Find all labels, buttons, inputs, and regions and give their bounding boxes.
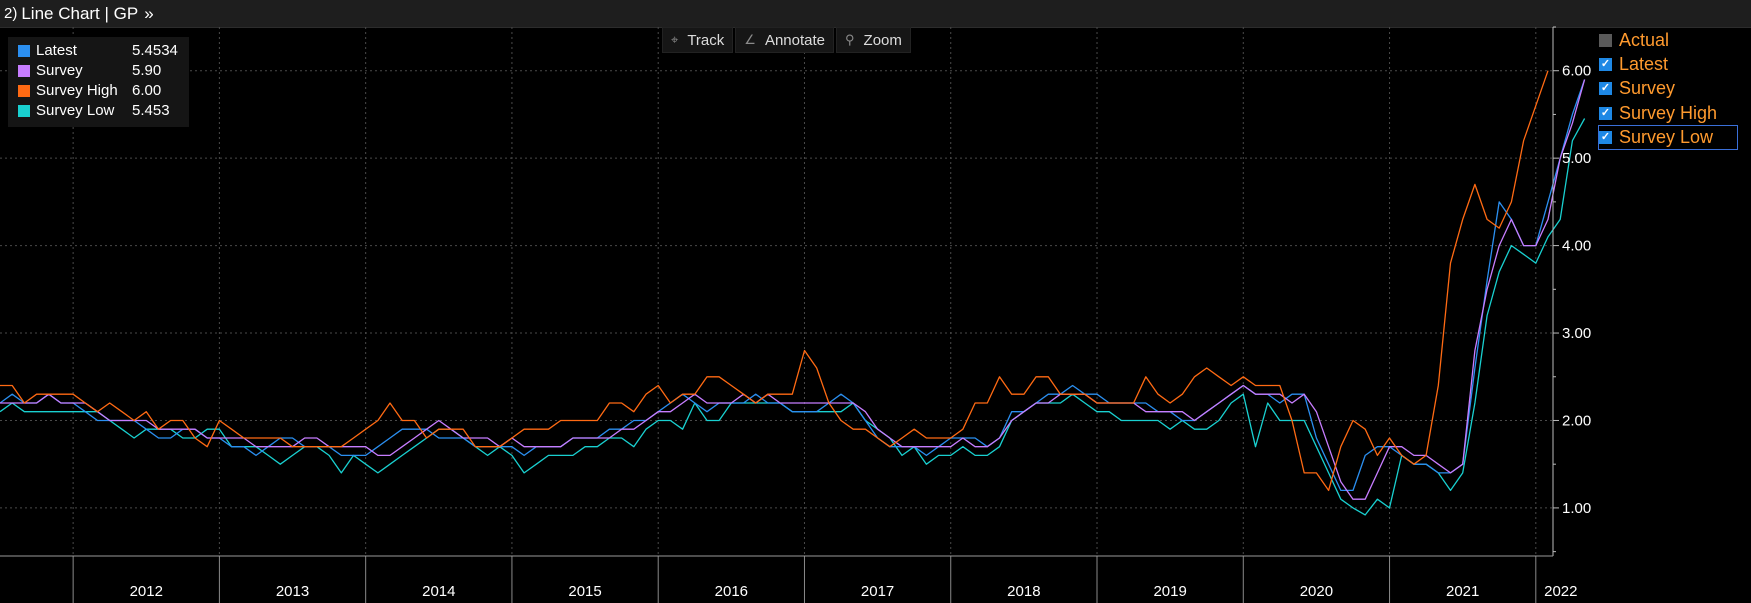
track-label: Track xyxy=(687,31,725,49)
legend-name: Survey High xyxy=(36,82,118,99)
toggle-actual[interactable]: Actual xyxy=(1599,29,1737,52)
legend-value: 5.90 xyxy=(132,62,162,79)
checkbox-icon[interactable]: ✓ xyxy=(1599,107,1612,120)
toggle-label: Survey Low xyxy=(1619,127,1714,147)
legend-name: Latest xyxy=(36,42,77,59)
series-line-survey-low xyxy=(0,118,1586,516)
annotate-button[interactable]: ∠ Annotate xyxy=(735,27,834,53)
chart-grid xyxy=(0,27,1553,556)
survey-swatch xyxy=(18,65,30,77)
legend-name: Survey xyxy=(36,62,83,79)
toggle-survey-high[interactable]: ✓ Survey High xyxy=(1599,102,1737,125)
series-line-survey xyxy=(0,79,1586,500)
legend-name: Survey Low xyxy=(36,102,115,119)
toggle-label: Survey xyxy=(1619,78,1676,98)
checkbox-icon[interactable]: ✓ xyxy=(1599,82,1612,95)
expand-arrow-icon[interactable]: » xyxy=(144,3,154,23)
value-legend: Latest 5.4534 Survey 5.90 Survey High 6.… xyxy=(8,37,189,127)
chart-toolbar: ⌖ Track ∠ Annotate ⚲ Zoom xyxy=(662,27,913,53)
year-label: 2020 xyxy=(1300,583,1333,600)
crosshair-icon: ⌖ xyxy=(671,32,679,47)
year-label: 2021 xyxy=(1446,583,1479,600)
toggle-label: Latest xyxy=(1619,54,1669,74)
checkbox-icon[interactable]: ✓ xyxy=(1599,131,1612,144)
y-tick-label: 3.00 xyxy=(1562,325,1591,342)
toggle-label: Actual xyxy=(1619,30,1670,50)
legend-row-survey: Survey 5.90 xyxy=(8,61,189,81)
toggle-survey-low[interactable]: ✓ Survey Low xyxy=(1598,125,1738,150)
year-label: 2013 xyxy=(276,583,309,600)
survey-high-swatch xyxy=(18,85,30,97)
legend-row-latest: Latest 5.4534 xyxy=(8,41,189,61)
year-label: 2016 xyxy=(715,583,748,600)
y-tick-label: 4.00 xyxy=(1562,238,1591,255)
zoom-label: Zoom xyxy=(863,31,902,49)
series-line-latest xyxy=(0,79,1586,492)
legend-row-survey-low: Survey Low 5.453 xyxy=(8,101,189,121)
year-label: 2014 xyxy=(422,583,455,600)
y-tick-label: 2.00 xyxy=(1562,412,1591,429)
pencil-icon: ∠ xyxy=(744,32,756,47)
zoom-button[interactable]: ⚲ Zoom xyxy=(836,27,911,53)
legend-value: 5.4534 xyxy=(132,42,178,59)
series-line-survey-high xyxy=(0,70,1549,492)
y-tick-label: 6.00 xyxy=(1562,63,1591,80)
checkbox-icon[interactable]: ✓ xyxy=(1599,58,1612,71)
page-title: Line Chart | GP xyxy=(21,3,139,23)
chart-axes: 1.00 2.00 3.00 4.00 5.00 6.00 2012 2013 2014 2015… xyxy=(0,26,1591,603)
toggle-latest[interactable]: ✓ Latest xyxy=(1599,53,1737,76)
legend-value: 6.00 xyxy=(132,82,162,99)
legend-row-survey-high: Survey High 6.00 xyxy=(8,81,189,101)
panel-number: 2) xyxy=(4,5,18,22)
year-label: 2015 xyxy=(568,583,601,600)
chart-series xyxy=(0,70,1586,516)
year-label: 2019 xyxy=(1153,583,1186,600)
magnifier-icon: ⚲ xyxy=(845,32,855,47)
toggle-survey[interactable]: ✓ Survey xyxy=(1599,77,1737,100)
year-label: 2017 xyxy=(861,583,894,600)
annotate-label: Annotate xyxy=(764,31,825,49)
toggle-label: Survey High xyxy=(1619,103,1718,123)
y-tick-label: 1.00 xyxy=(1562,500,1591,517)
track-button[interactable]: ⌖ Track xyxy=(662,27,734,53)
year-label: 2022 xyxy=(1544,583,1577,600)
y-tick-label: 5.00 xyxy=(1562,150,1591,167)
legend-value: 5.453 xyxy=(132,102,170,119)
latest-swatch xyxy=(18,45,30,57)
checkbox-icon[interactable] xyxy=(1599,34,1612,47)
survey-low-swatch xyxy=(18,105,30,117)
year-label: 2012 xyxy=(130,583,163,600)
year-label: 2018 xyxy=(1007,583,1040,600)
